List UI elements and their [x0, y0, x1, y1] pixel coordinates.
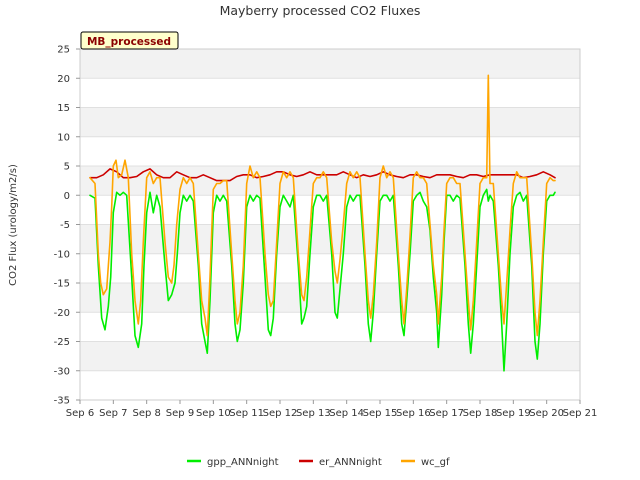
- y-tick-label: 10: [57, 132, 70, 143]
- plot-band: [80, 341, 580, 371]
- legend-label-er-annnight: er_ANNnight: [319, 457, 382, 468]
- plot-background: [80, 49, 580, 400]
- plot-band: [80, 253, 580, 283]
- x-tick-label: Sep 18: [463, 408, 498, 419]
- series-line-wc-gf: [89, 74, 556, 337]
- x-tick-label: Sep 6: [66, 408, 94, 419]
- legend: gpp_ANNnight er_ANNnight wc_gf: [187, 457, 450, 468]
- y-tick-label: -30: [54, 366, 70, 377]
- x-tick-label: Sep 21: [563, 408, 598, 419]
- x-tick-label: Sep 17: [429, 408, 464, 419]
- y-tick-label: 5: [64, 162, 70, 173]
- dataset-badge: MB_processed: [80, 31, 179, 50]
- plot-band: [80, 166, 580, 196]
- plot-band: [80, 136, 580, 166]
- y-tick-label: 20: [57, 74, 70, 85]
- x-tick-label: Sep 7: [99, 408, 127, 419]
- x-tick-label: Sep 20: [529, 408, 564, 419]
- series-layer: [89, 74, 556, 372]
- chart-title: Mayberry processed CO2 Fluxes: [220, 3, 421, 18]
- y-tick-label: -20: [54, 308, 70, 319]
- x-tick-label: Sep 11: [229, 408, 264, 419]
- y-tick-label: 0: [64, 191, 70, 202]
- y-tick-label: -25: [54, 337, 70, 348]
- badge-box: [80, 31, 179, 50]
- y-tick-label: -35: [54, 396, 70, 407]
- plot-band: [80, 370, 580, 400]
- x-tick-label: Sep 12: [263, 408, 298, 419]
- y-axis-label: CO2 Flux (urology/m2/s): [8, 164, 19, 286]
- series-line-er-annnight: [89, 168, 556, 182]
- legend-label-gpp-annnight: gpp_ANNnight: [207, 457, 279, 468]
- x-tick-label: Sep 16: [396, 408, 431, 419]
- y-tick-label: -15: [54, 279, 70, 290]
- y-tick-label: -5: [60, 220, 70, 231]
- y-tick-label: 15: [57, 103, 70, 114]
- y-axis-ticks: 25 20 15 10 5 0 -5 -10 -15 -20 -25 -30 -35: [54, 45, 80, 407]
- x-tick-label: Sep 14: [329, 408, 364, 419]
- x-tick-label: Sep 9: [166, 408, 194, 419]
- plot-band: [80, 312, 580, 342]
- x-tick-label: Sep 15: [363, 408, 398, 419]
- x-tick-label: Sep 19: [496, 408, 531, 419]
- x-tick-label: Sep 10: [196, 408, 231, 419]
- x-tick-label: Sep 8: [132, 408, 160, 419]
- plot-band: [80, 78, 580, 108]
- legend-label-wc-gf: wc_gf: [421, 457, 450, 468]
- y-tick-label: 25: [57, 45, 70, 56]
- badge-label: MB_processed: [87, 36, 171, 48]
- x-tick-label: Sep 13: [296, 408, 331, 419]
- plot-band: [80, 107, 580, 137]
- series-line-gpp-annnight: [89, 188, 556, 372]
- plot-band: [80, 283, 580, 313]
- y-tick-label: -10: [54, 249, 70, 260]
- plot-band: [80, 49, 580, 79]
